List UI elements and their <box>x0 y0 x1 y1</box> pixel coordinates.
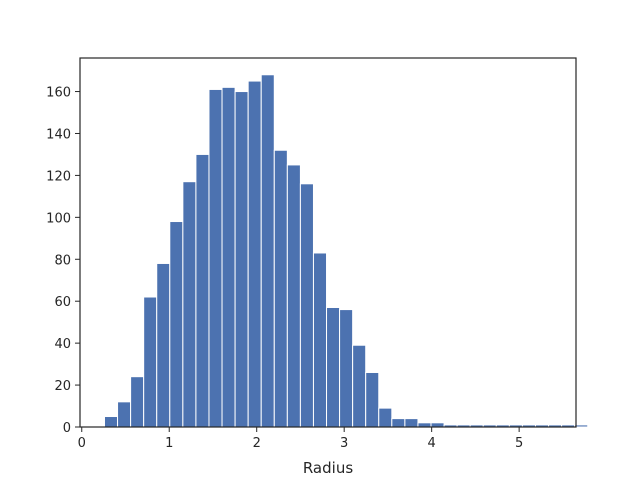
x-tick-label: 5 <box>515 436 523 451</box>
y-tick-label: 60 <box>54 295 71 310</box>
x-tick-label: 3 <box>340 436 348 451</box>
x-tick-label: 0 <box>78 436 86 451</box>
y-tick-label: 80 <box>54 253 71 268</box>
histogram-bar <box>182 181 197 428</box>
histogram-bar <box>221 86 236 428</box>
x-tick-label: 4 <box>428 436 436 451</box>
histogram-bar <box>156 262 171 428</box>
histogram-bar <box>339 309 354 428</box>
histogram-bar <box>299 183 314 428</box>
y-tick-label: 100 <box>46 211 71 226</box>
histogram-bar <box>143 296 158 428</box>
histogram-bar <box>352 344 367 428</box>
y-tick-label: 0 <box>63 421 71 436</box>
histogram-bar <box>260 74 275 428</box>
histogram-bar <box>404 418 419 428</box>
histogram-bar <box>365 371 380 428</box>
y-axis-ticks: 0 20 40 60 80 100 120 140 160 <box>46 86 80 436</box>
histogram-bar <box>234 91 249 428</box>
histogram-bar <box>286 164 301 428</box>
y-tick-label: 20 <box>54 379 71 394</box>
histogram-bar <box>312 252 328 428</box>
y-tick-label: 40 <box>54 337 71 352</box>
plot-frame <box>79 57 577 428</box>
histogram-bar <box>247 80 262 428</box>
y-tick-label: 140 <box>46 127 71 142</box>
histogram-bar <box>417 422 432 428</box>
histogram-bars <box>103 74 589 428</box>
x-axis-label: Radius <box>303 459 353 477</box>
histogram-bar <box>273 149 288 428</box>
y-tick-label: 120 <box>46 169 71 184</box>
histogram-bar <box>103 416 119 428</box>
histogram-bar <box>195 153 210 428</box>
x-tick-label: 2 <box>253 436 261 451</box>
x-tick-label: 1 <box>165 436 173 451</box>
histogram-bar <box>117 401 132 428</box>
histogram-bar <box>169 221 184 428</box>
histogram-bar <box>130 376 145 428</box>
histogram-bar <box>378 407 393 428</box>
histogram-bar <box>430 422 445 428</box>
histogram-bar <box>326 306 341 428</box>
histogram-bar <box>574 424 589 428</box>
histogram-bar <box>391 418 406 428</box>
histogram-bar <box>208 88 223 428</box>
y-tick-label: 160 <box>46 86 71 101</box>
x-axis-ticks: 0 1 2 3 4 5 <box>78 427 523 451</box>
